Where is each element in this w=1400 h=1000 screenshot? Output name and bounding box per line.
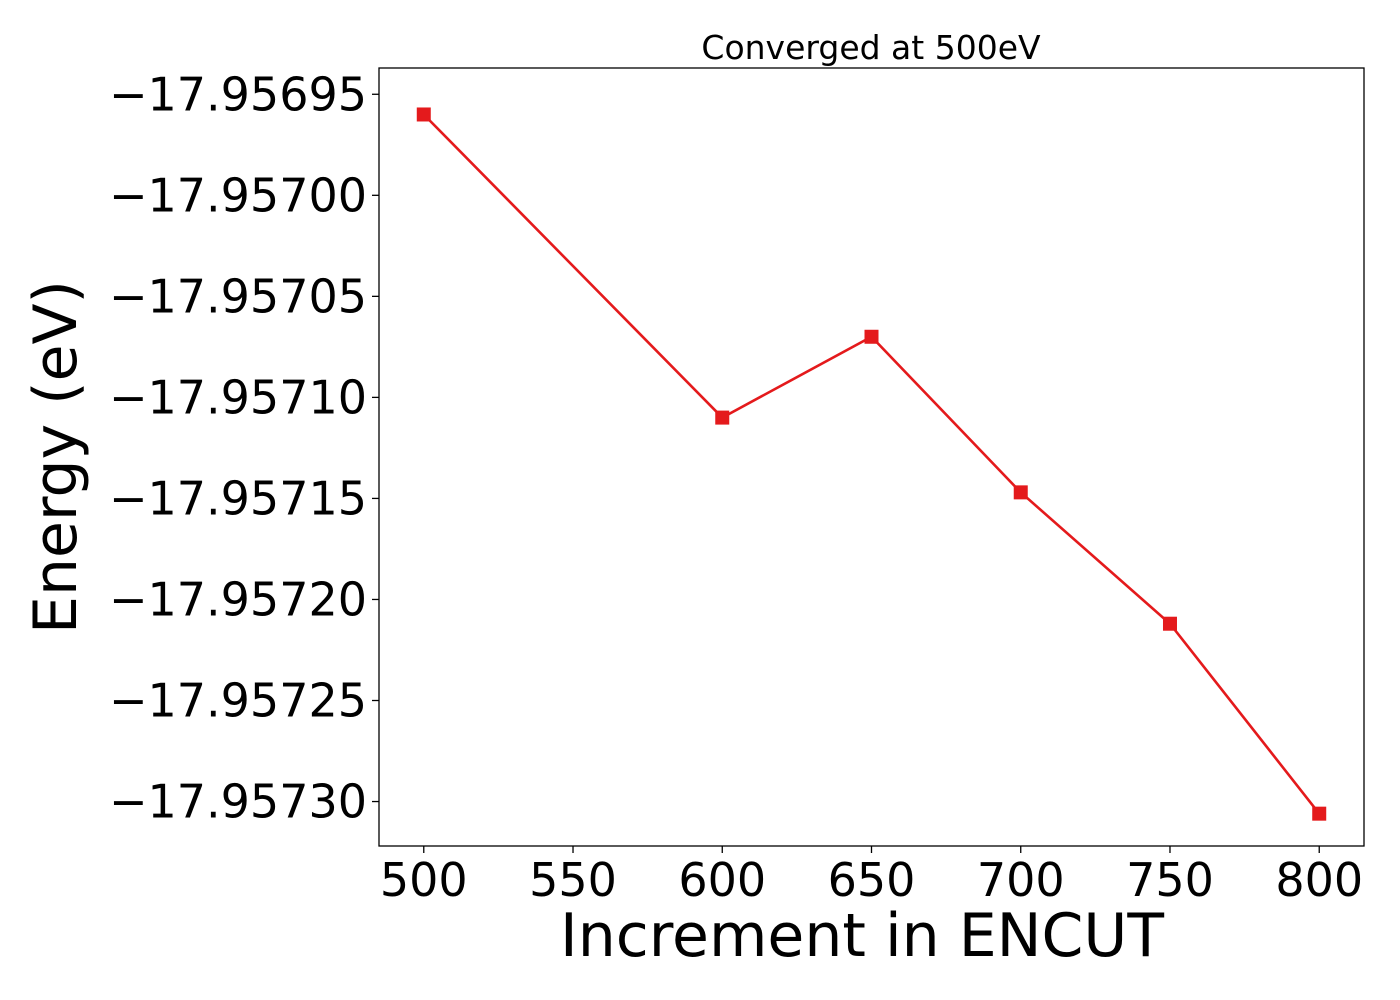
y-tick-label: −17.95725 <box>109 674 367 728</box>
x-tick-label: 800 <box>1275 853 1363 907</box>
y-tick-label: −17.95695 <box>109 67 367 121</box>
plot-area <box>378 67 1365 847</box>
y-tick-label: −17.95700 <box>109 168 367 222</box>
y-tick-label: −17.95705 <box>109 269 367 323</box>
y-tick-label: −17.95715 <box>109 471 367 525</box>
data-point <box>1312 806 1327 821</box>
data-point <box>416 107 431 122</box>
series-line <box>422 113 1321 815</box>
series-layer <box>416 107 1327 821</box>
x-tick-label: 600 <box>678 853 766 907</box>
x-axis: 500 550 600 650 700 750 800 <box>380 846 1363 907</box>
y-tick-label: −17.95730 <box>109 775 367 829</box>
y-axis: −17.95695 −17.95700 −17.95705 −17.95710 −17.… <box>109 67 379 829</box>
data-point <box>1013 485 1028 500</box>
data-point <box>864 329 879 344</box>
data-point <box>715 410 730 425</box>
x-tick-label: 500 <box>380 853 468 907</box>
y-tick-label: −17.95720 <box>109 572 367 626</box>
x-tick-label: 550 <box>529 853 617 907</box>
x-axis-title: Increment in ENCUT <box>560 901 1164 971</box>
y-axis-title: Energy (eV) <box>21 280 91 634</box>
x-tick-label: 650 <box>828 853 916 907</box>
x-tick-label: 700 <box>977 853 1065 907</box>
chart-title: Converged at 500eV <box>701 28 1041 67</box>
data-point <box>1162 616 1177 631</box>
y-tick-label: −17.95710 <box>109 370 367 424</box>
x-tick-label: 750 <box>1126 853 1214 907</box>
